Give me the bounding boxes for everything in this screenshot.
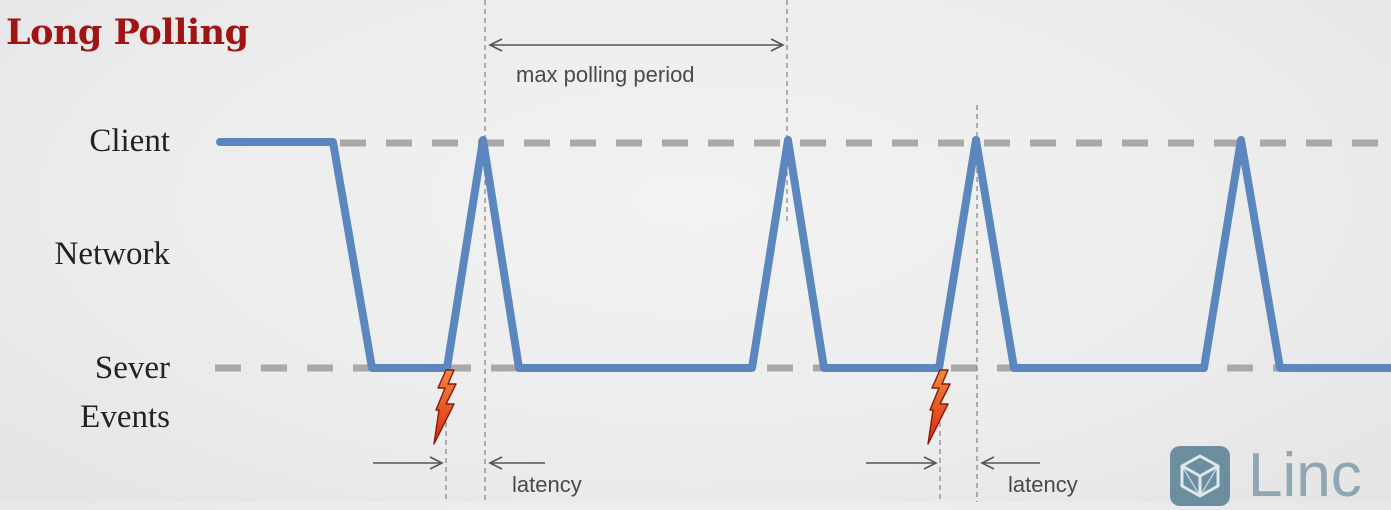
latency-arrow-1-in <box>373 456 444 470</box>
client-label: Client <box>89 123 170 159</box>
cube-icon <box>1170 446 1230 506</box>
signal-path <box>216 136 1391 372</box>
period-arrow <box>488 38 785 52</box>
network-label: Network <box>54 236 170 272</box>
brand-logo: Linc <box>1168 444 1362 508</box>
latency-arrow-2-out <box>980 456 1040 470</box>
server-label: Sever <box>94 350 170 386</box>
latency-label-1: latency <box>512 472 582 497</box>
event-bolt-icon-1 <box>433 369 457 445</box>
diagram-title: Long Polling <box>6 12 249 53</box>
brand-name: Linc <box>1248 441 1362 510</box>
event-bolt-icon-2 <box>927 369 951 445</box>
max-polling-period-label: max polling period <box>516 62 695 87</box>
latency-arrow-1-out <box>488 456 545 470</box>
latency-label-2: latency <box>1008 472 1078 497</box>
events-label: Events <box>80 399 170 435</box>
latency-arrow-2-in <box>866 456 938 470</box>
